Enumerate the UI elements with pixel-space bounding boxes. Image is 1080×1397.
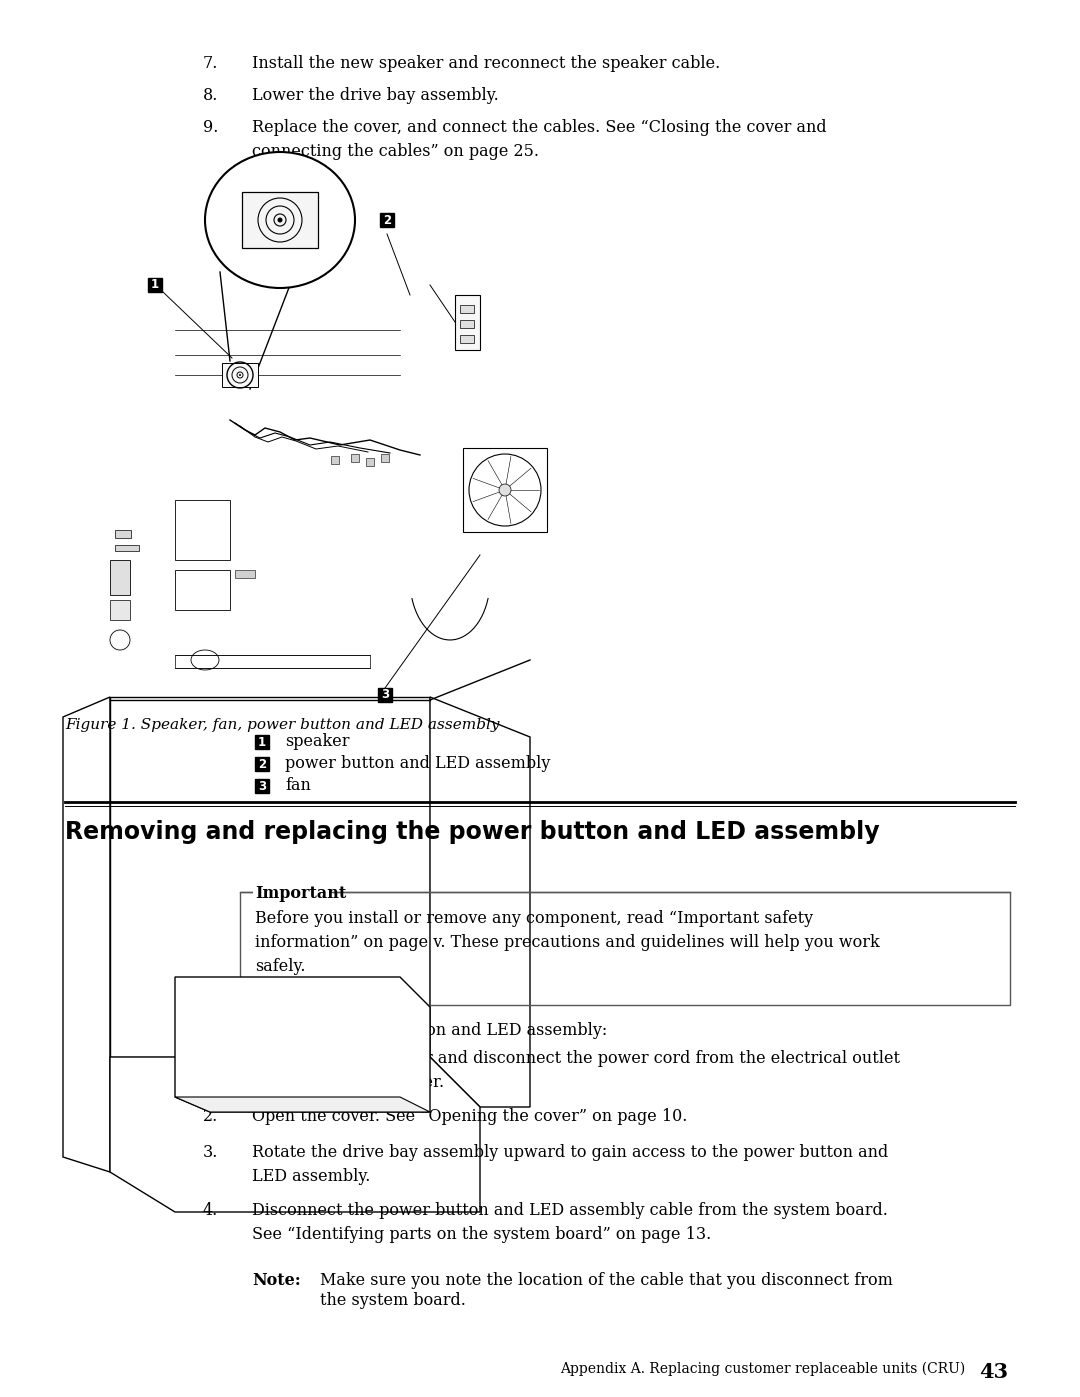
Text: 7.: 7. — [203, 54, 218, 73]
Circle shape — [499, 483, 511, 496]
Text: Appendix A. Replacing customer replaceable units (CRU): Appendix A. Replacing customer replaceab… — [561, 1362, 966, 1376]
Bar — [110, 599, 130, 620]
Text: 3: 3 — [381, 689, 389, 701]
Text: Rotate the drive bay assembly upward to gain access to the power button and
LED : Rotate the drive bay assembly upward to … — [252, 1144, 888, 1185]
Text: Important: Important — [255, 886, 347, 902]
Text: 4.: 4. — [203, 1201, 218, 1220]
Polygon shape — [430, 697, 530, 1106]
Text: the system board.: the system board. — [320, 1292, 465, 1309]
Text: 1: 1 — [151, 278, 159, 292]
Text: 1.: 1. — [203, 1051, 218, 1067]
Bar — [255, 735, 269, 749]
Text: Open the cover. See “Opening the cover” on page 10.: Open the cover. See “Opening the cover” … — [252, 1108, 687, 1125]
Bar — [460, 320, 474, 328]
Bar — [460, 305, 474, 313]
Bar — [255, 757, 269, 771]
Bar — [175, 570, 230, 610]
Text: Figure 1. Speaker, fan, power button and LED assembly: Figure 1. Speaker, fan, power button and… — [65, 718, 499, 732]
Bar — [366, 458, 374, 467]
Circle shape — [239, 374, 241, 376]
Text: 43: 43 — [978, 1362, 1008, 1382]
Polygon shape — [110, 697, 430, 1058]
Text: power button and LED assembly: power button and LED assembly — [285, 756, 551, 773]
Bar — [330, 455, 339, 464]
Bar — [242, 191, 318, 249]
Bar — [222, 363, 258, 387]
Text: 2: 2 — [258, 757, 266, 771]
Bar — [455, 295, 480, 351]
Polygon shape — [110, 1058, 480, 1213]
Bar — [175, 500, 230, 560]
Text: Lower the drive bay assembly.: Lower the drive bay assembly. — [252, 87, 499, 103]
Text: 2.: 2. — [203, 1108, 218, 1125]
Bar — [110, 560, 130, 595]
Text: 2: 2 — [383, 214, 391, 226]
Text: Install the new speaker and reconnect the speaker cable.: Install the new speaker and reconnect th… — [252, 54, 720, 73]
Bar — [240, 893, 1010, 1004]
Bar — [114, 545, 139, 550]
Bar — [351, 454, 359, 462]
Text: 9.: 9. — [203, 119, 218, 136]
Bar — [460, 335, 474, 344]
Text: Turn off the computer and disconnect the power cord from the electrical outlet
a: Turn off the computer and disconnect the… — [252, 1051, 900, 1091]
Bar — [114, 529, 131, 538]
Bar — [175, 655, 370, 668]
Polygon shape — [175, 1097, 430, 1112]
Bar — [148, 278, 162, 292]
Text: 8.: 8. — [203, 87, 218, 103]
Text: fan: fan — [285, 778, 311, 795]
Text: Before you install or remove any component, read “Important safety
information” : Before you install or remove any compone… — [255, 909, 880, 975]
Circle shape — [278, 218, 283, 222]
Text: 1: 1 — [258, 735, 266, 749]
Polygon shape — [175, 977, 430, 1112]
Bar — [378, 687, 392, 703]
Text: 3.: 3. — [203, 1144, 218, 1161]
Text: Removing and replacing the power button and LED assembly: Removing and replacing the power button … — [65, 820, 879, 844]
Bar — [381, 454, 389, 462]
Text: Note:: Note: — [252, 1273, 300, 1289]
Bar — [380, 212, 394, 226]
Text: To replace the power button and LED assembly:: To replace the power button and LED asse… — [215, 1023, 607, 1039]
Text: Make sure you note the location of the cable that you disconnect from: Make sure you note the location of the c… — [320, 1273, 893, 1289]
Ellipse shape — [205, 152, 355, 288]
Text: Replace the cover, and connect the cables. See “Closing the cover and
connecting: Replace the cover, and connect the cable… — [252, 119, 826, 161]
Polygon shape — [63, 697, 110, 1172]
Bar — [235, 570, 255, 578]
Bar — [255, 780, 269, 793]
Bar — [463, 448, 546, 532]
Text: speaker: speaker — [285, 733, 350, 750]
Bar — [253, 880, 330, 894]
Text: 3: 3 — [258, 780, 266, 792]
Text: Disconnect the power button and LED assembly cable from the system board.
See “I: Disconnect the power button and LED asse… — [252, 1201, 888, 1243]
